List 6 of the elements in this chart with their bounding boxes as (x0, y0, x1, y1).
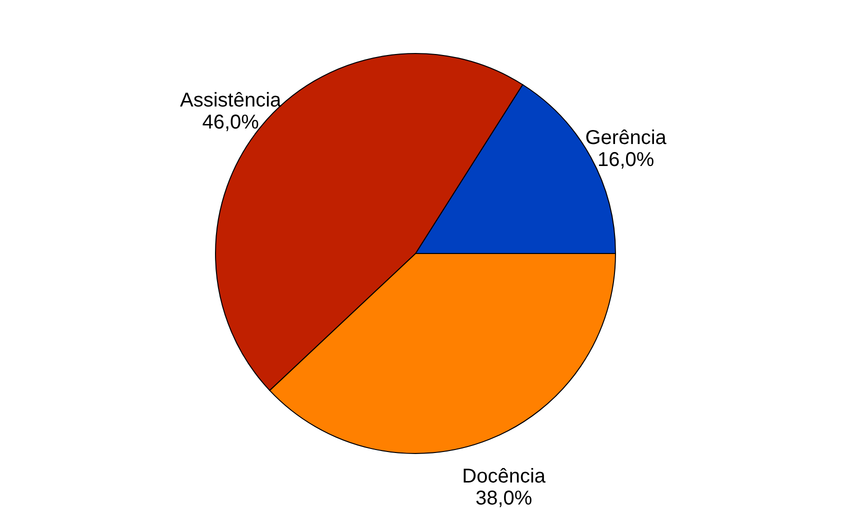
slice-label: Gerência (585, 126, 668, 149)
data-label: 16,0% (597, 148, 654, 171)
slice-label: Assistência (180, 90, 282, 112)
data-label: 46,0% (202, 112, 260, 134)
slice-label: Docência (462, 466, 546, 488)
data-label: 38,0% (475, 488, 532, 510)
